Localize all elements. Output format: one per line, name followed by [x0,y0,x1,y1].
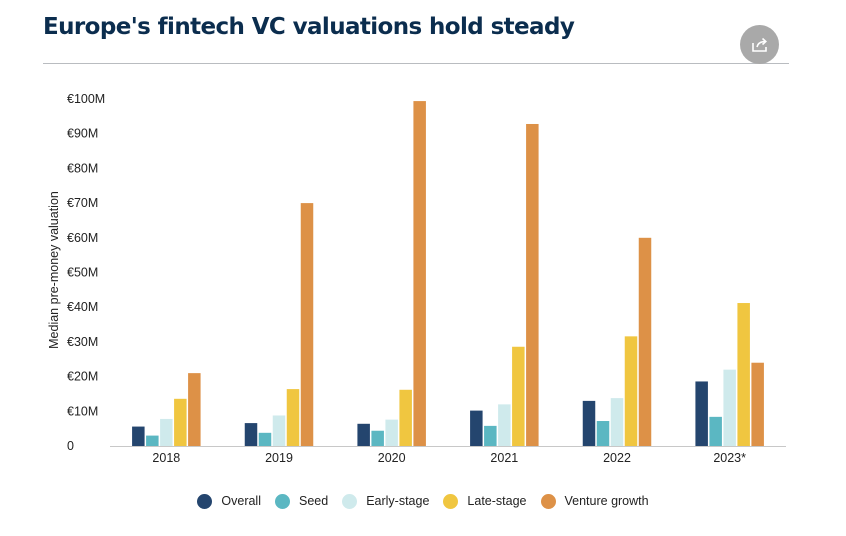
bar-venture-growth-2022 [638,237,652,446]
bar-seed-2021 [484,425,497,446]
legend-label: Early-stage [366,494,430,508]
legend-label: Venture growth [564,494,649,508]
bars-group [132,101,764,446]
x-tick-label: 2020 [378,451,406,465]
bar-overall-2020 [357,423,370,446]
bar-early-stage-2022 [610,398,624,446]
title-divider [43,63,789,64]
bar-late-stage-2018 [174,398,187,446]
x-tick-label: 2023* [713,451,746,465]
y-axis-title: Median pre-money valuation [47,191,61,349]
legend: Overall Seed Early-stage Late-stage Venture … [0,491,846,511]
y-tick-label: €80M [67,161,98,175]
bar-late-stage-2020 [399,389,412,446]
bar-overall-2021 [470,410,483,446]
bar-early-stage-2021 [498,404,511,446]
bar-venture-growth-2019 [300,203,314,446]
legend-swatch [540,493,556,509]
bar-late-stage-2019 [286,389,300,446]
x-tick-label: 2022 [603,451,631,465]
share-icon [751,37,767,52]
bar-late-stage-2021 [512,346,525,446]
bar-venture-growth-2021 [526,123,539,446]
y-tick-label: €70M [67,196,98,210]
legend-item: Late-stage [443,493,527,509]
y-tick-label: €10M [67,404,98,418]
x-tick-label: 2018 [152,451,180,465]
legend-label: Late-stage [467,494,527,508]
legend-item: Seed [274,493,329,509]
x-tick-label: 2021 [490,451,518,465]
y-tick-label: €100M [67,92,105,106]
chart-title: Europe's fintech VC valuations hold stea… [43,14,575,40]
y-tick-label: €40M [67,300,98,314]
x-tick-label: 2019 [265,451,293,465]
legend-label: Seed [298,494,329,508]
share-button[interactable] [740,25,779,64]
bar-late-stage-2023 [737,303,750,446]
y-tick-label: €20M [67,370,98,384]
bar-seed-2022 [596,421,610,446]
y-tick-label: €30M [67,335,98,349]
bar-seed-2020 [371,430,384,446]
bar-chart: 0 €10M €20M €30M €40M €50M €60M €70M €80M €90M €10… [47,92,786,465]
y-tick-label: €90M [67,127,98,141]
y-tick-label: €50M [67,266,98,280]
bar-seed-2023 [709,416,722,446]
bar-overall-2022 [582,400,596,446]
x-axis: 2018 2019 2020 2021 2022 2023* [152,451,746,465]
bar-early-stage-2018 [160,418,173,446]
bar-overall-2018 [132,426,145,446]
y-axis: 0 €10M €20M €30M €40M €50M €60M €70M €80M €90M €10… [67,92,105,453]
legend-item: Overall [197,493,261,509]
legend-item: Early-stage [342,493,430,509]
legend-swatch [197,493,213,509]
bar-early-stage-2023 [723,369,736,446]
bar-venture-growth-2018 [188,373,201,446]
legend-item: Venture growth [540,493,649,509]
bar-overall-2023 [695,381,708,446]
bar-early-stage-2020 [385,419,398,446]
bar-late-stage-2022 [624,336,638,446]
bar-venture-growth-2020 [413,101,426,446]
legend-swatch [274,493,290,509]
bar-seed-2018 [146,435,159,446]
y-tick-label: 0 [67,439,74,453]
legend-swatch [443,493,459,509]
legend-label: Overall [221,494,261,508]
bar-venture-growth-2023 [751,362,764,446]
y-tick-label: €60M [67,231,98,245]
bar-overall-2019 [244,423,258,446]
bar-seed-2019 [258,432,272,446]
legend-swatch [342,493,358,509]
bar-early-stage-2019 [272,415,286,446]
